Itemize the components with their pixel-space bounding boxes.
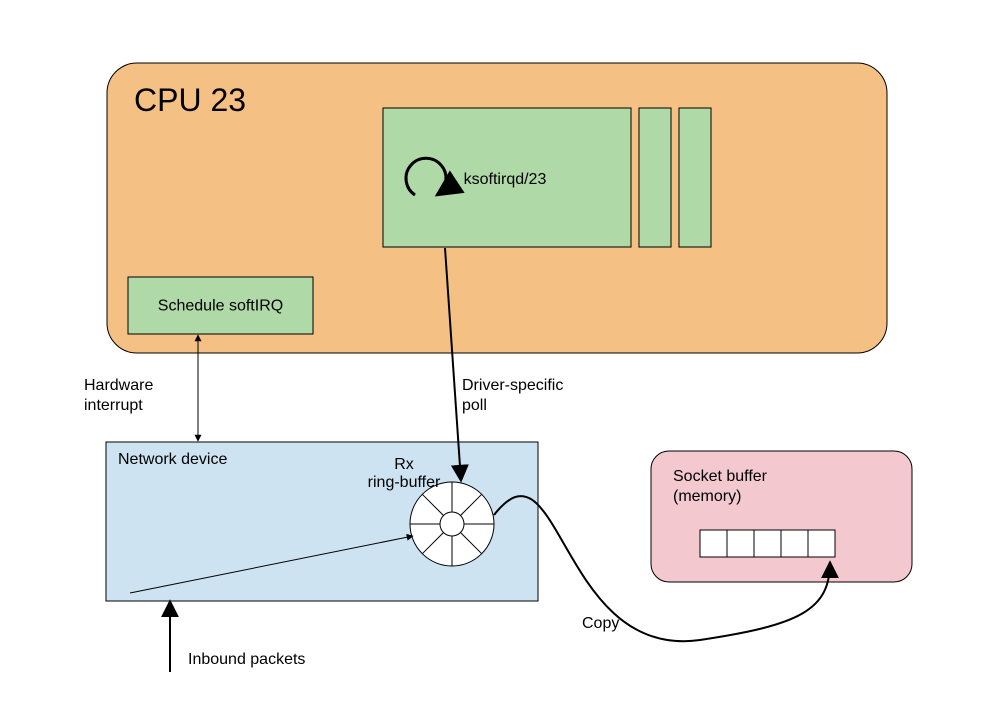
socket-buffer-label-1: Socket buffer bbox=[673, 468, 768, 485]
socket-buffer-cell bbox=[808, 530, 835, 557]
socket-buffer-label-2: (memory) bbox=[673, 488, 741, 505]
copy-label: Copy bbox=[582, 615, 619, 632]
ksoftirqd-label: ksoftirqd/23 bbox=[464, 171, 547, 188]
ksoftirqd-side-2 bbox=[679, 108, 711, 247]
ring-buffer-label-2: ring-buffer bbox=[368, 474, 441, 491]
cpu-title: CPU 23 bbox=[134, 82, 246, 118]
driver-poll-label-2: poll bbox=[462, 397, 487, 414]
ksoftirqd-side-1 bbox=[639, 108, 671, 247]
network-device-label: Network device bbox=[118, 451, 227, 468]
hw-interrupt-label-1: Hardware bbox=[84, 377, 153, 394]
ring-buffer bbox=[410, 482, 494, 566]
socket-buffer-cell bbox=[781, 530, 808, 557]
ring-buffer-label-1: Rx bbox=[394, 456, 414, 473]
driver-poll-label-1: Driver-specific bbox=[462, 377, 563, 394]
hw-interrupt-label-2: interrupt bbox=[84, 397, 143, 414]
socket-buffer-cell bbox=[700, 530, 727, 557]
socket-buffer-cell bbox=[754, 530, 781, 557]
socket-buffer-cell bbox=[727, 530, 754, 557]
schedule-softirq-label: Schedule softIRQ bbox=[158, 298, 283, 315]
inbound-packets-label: Inbound packets bbox=[188, 651, 305, 668]
